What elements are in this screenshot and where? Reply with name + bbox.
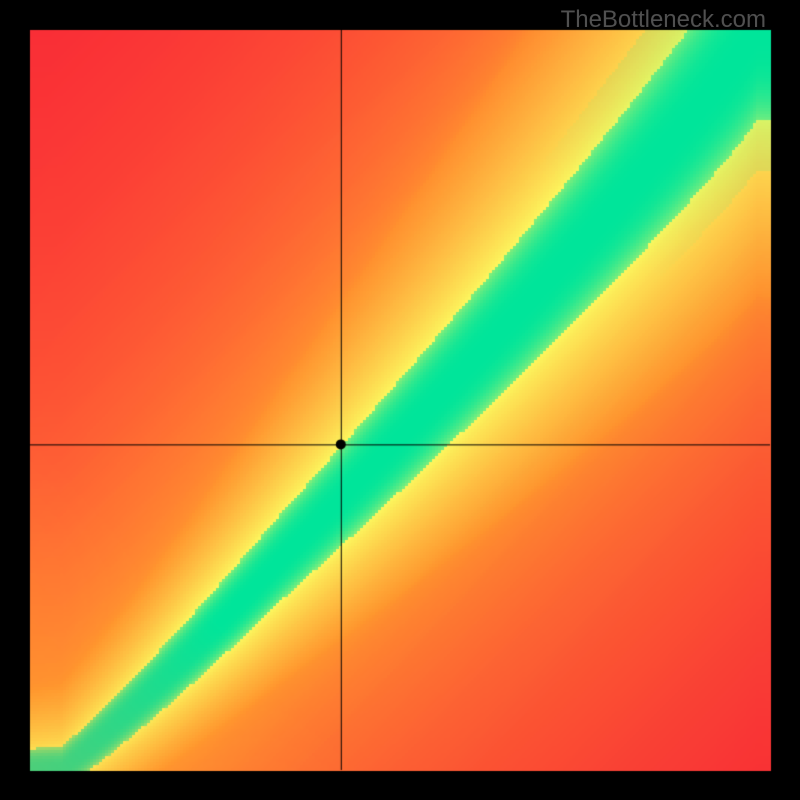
watermark-text: TheBottleneck.com <box>561 6 766 34</box>
bottleneck-heatmap <box>0 0 800 800</box>
